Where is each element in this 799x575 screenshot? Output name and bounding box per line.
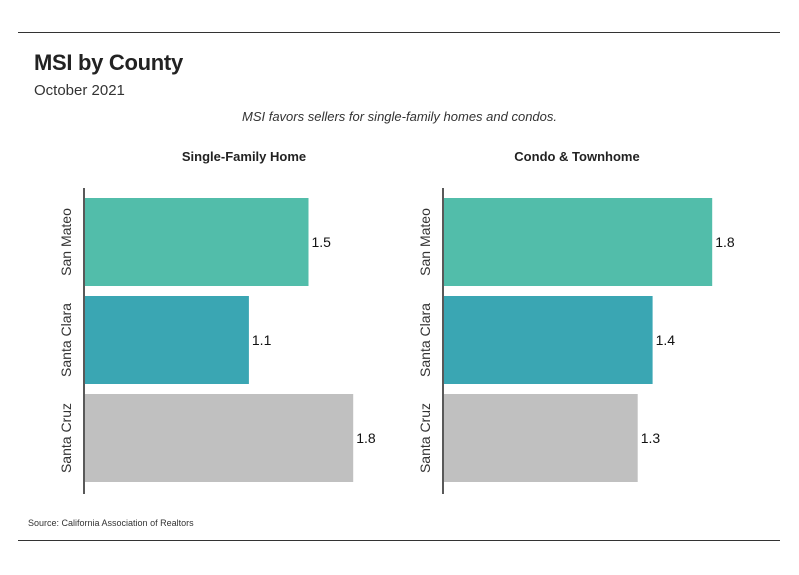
page-subtitle: October 2021 <box>34 82 125 99</box>
chart-caption-text: MSI favors sellers for single-family hom… <box>241 109 557 124</box>
bar-single-family-santa-clara <box>85 296 249 384</box>
bar-single-family-san-mateo <box>85 198 309 286</box>
value-label-single-family-san-mateo: 1.5 <box>312 234 332 250</box>
bar-condo-santa-clara <box>444 296 653 384</box>
category-label-condo-santa-clara: Santa Clara <box>417 303 433 377</box>
top-rule <box>18 32 780 33</box>
bar-condo-san-mateo <box>444 198 713 286</box>
value-label-single-family-santa-cruz: 1.8 <box>356 430 376 446</box>
category-label-condo-san-mateo: San Mateo <box>417 208 433 276</box>
bar-condo-santa-cruz <box>444 394 638 482</box>
bar-single-family-santa-cruz <box>85 394 354 482</box>
value-label-single-family-santa-clara: 1.1 <box>252 332 272 348</box>
panel-title-single-family: Single-Family Home <box>181 149 307 164</box>
value-label-condo-santa-cruz: 1.3 <box>641 430 661 446</box>
category-label-condo-santa-cruz: Santa Cruz <box>417 403 433 473</box>
panel-title-condo: Condo & Townhome <box>514 149 640 164</box>
category-label-single-family-san-mateo: San Mateo <box>58 208 74 276</box>
bottom-rule <box>18 540 780 541</box>
category-label-single-family-santa-clara: Santa Clara <box>58 303 74 377</box>
source-note: Source: California Association of Realto… <box>28 518 194 528</box>
chart-caption: MSI favors sellers for single-family hom… <box>0 109 799 124</box>
page-title: MSI by County <box>34 50 183 75</box>
category-label-single-family-santa-cruz: Santa Cruz <box>58 403 74 473</box>
value-label-condo-san-mateo: 1.8 <box>715 234 735 250</box>
value-label-condo-santa-clara: 1.4 <box>656 332 676 348</box>
